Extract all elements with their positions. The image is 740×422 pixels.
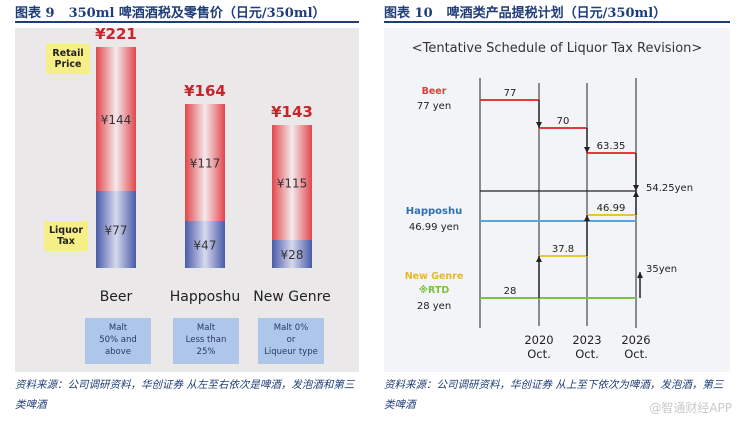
new-genre-value-28: 28 (504, 286, 517, 297)
figure-10-source: 资料来源：公司调研资料，华创证券 从上至下依次为啤酒，发泡酒，第三类啤酒 (384, 379, 724, 411)
note-text: above (105, 347, 131, 357)
retail-value-label: ¥144 (101, 113, 132, 127)
new-genre-raise-arrow-2-head (584, 215, 590, 221)
figure-10-title: 图表 10 啤酒类产品提税计划（日元/350ml） (384, 2, 666, 21)
note-box (85, 318, 151, 364)
note-text: Liqueur type (264, 347, 318, 357)
figure-9-rule (15, 21, 359, 23)
new-genre-series-value: 28 yen (417, 301, 451, 312)
category-label: New Genre (253, 289, 330, 305)
beer-cut-arrow-1-head (536, 122, 542, 128)
x-tick-month: Oct. (624, 347, 648, 361)
tax-bar-new-genre (272, 240, 312, 268)
chart-title: <Tentative Schedule of Liquor Tax Revisi… (412, 41, 703, 56)
beer-series-label: Beer (422, 86, 447, 97)
note-text: or (287, 335, 296, 345)
x-tick-year: 2026 (621, 333, 650, 347)
x-tick-year: 2023 (572, 333, 601, 347)
beer-series-value: 77 yen (417, 101, 451, 112)
new-genre-series-label: New Genre (405, 271, 464, 282)
total-label: ¥221 (95, 28, 137, 43)
retail-value-label: ¥117 (190, 157, 221, 171)
rtd-raise-arrow-head (637, 272, 643, 278)
tax-bar-beer (96, 191, 136, 268)
figure-9-title-text: 350ml 啤酒酒税及零售价（日元/350ml） (68, 6, 326, 21)
x-tick-month: Oct. (575, 347, 599, 361)
unified-value-54: 54.25yen (646, 183, 693, 194)
note-text: Malt (109, 323, 128, 333)
retail-bar-happoshu (185, 104, 225, 221)
liquor-tax-legend-label: Liquor Tax (49, 225, 83, 247)
retail-value-label: ¥115 (277, 177, 308, 191)
figure-9-number: 图表 9 (15, 6, 55, 21)
tax-value-label: ¥28 (281, 248, 304, 262)
note-text: Malt 0% (274, 323, 308, 333)
happoshu-series-value: 46.99 yen (409, 222, 459, 233)
note-box (258, 318, 324, 364)
figure-9-source: 资料来源：公司调研资料，华创证券 从左至右依次是啤酒，发泡酒和第三类啤酒 (15, 379, 355, 411)
note-text: Malt (197, 323, 216, 333)
note-text: Less than (186, 335, 227, 345)
category-label: Happoshu (170, 289, 241, 305)
new-genre-value-37: 37.8 (552, 244, 574, 255)
note-text: 25% (197, 347, 216, 357)
retail-bar-new-genre (272, 125, 312, 240)
tax-value-label: ¥77 (105, 224, 128, 238)
new-genre-raise-arrow-1-head (536, 256, 542, 262)
retail-bar-beer (96, 47, 136, 191)
note-text: 50% and (99, 335, 137, 345)
retail-price-legend-box (46, 44, 90, 74)
liquor-tax-legend-box (44, 221, 88, 251)
watermark: @智通财经APP (649, 401, 732, 415)
happoshu-series-label: Happoshu (406, 206, 463, 217)
beer-value-63: 63.35 (597, 141, 626, 152)
figure-9-title: 图表 9 350ml 啤酒酒税及零售价（日元/350ml） (15, 2, 326, 21)
x-tick-year: 2020 (524, 333, 553, 347)
note-box (173, 318, 239, 364)
total-label: ¥143 (271, 103, 313, 121)
happoshu-value-47: 46.99 (597, 203, 626, 214)
rtd-series-label: ※RTD (419, 285, 450, 296)
beer-cut-arrow-2-head (584, 147, 590, 153)
x-tick-month: Oct. (527, 347, 551, 361)
figure-10-rule (384, 21, 730, 23)
figure-10-title-text: 啤酒类产品提税计划（日元/350ml） (446, 6, 667, 21)
category-label: Beer (100, 289, 133, 305)
total-label: ¥164 (184, 82, 226, 100)
chart-background (384, 28, 730, 372)
beer-cut-arrow-3-head (633, 185, 639, 191)
tax-bar-happoshu (185, 221, 225, 268)
tax-value-label: ¥47 (194, 239, 217, 253)
figure-10-number: 图表 10 (384, 6, 433, 21)
tax-retail-price-chart: Retail Price Liquor Tax ¥221 ¥144 ¥77 Beer ¥16… (15, 28, 359, 372)
rtd-value-35: 35yen (646, 264, 677, 275)
beer-value-70: 70 (557, 116, 570, 127)
retail-price-legend-label: Retail Price (52, 48, 83, 70)
happoshu-raise-arrow-head (633, 191, 639, 197)
tax-revision-schedule-chart: <Tentative Schedule of Liquor Tax Revisi… (384, 28, 730, 372)
beer-value-77: 77 (504, 88, 517, 99)
